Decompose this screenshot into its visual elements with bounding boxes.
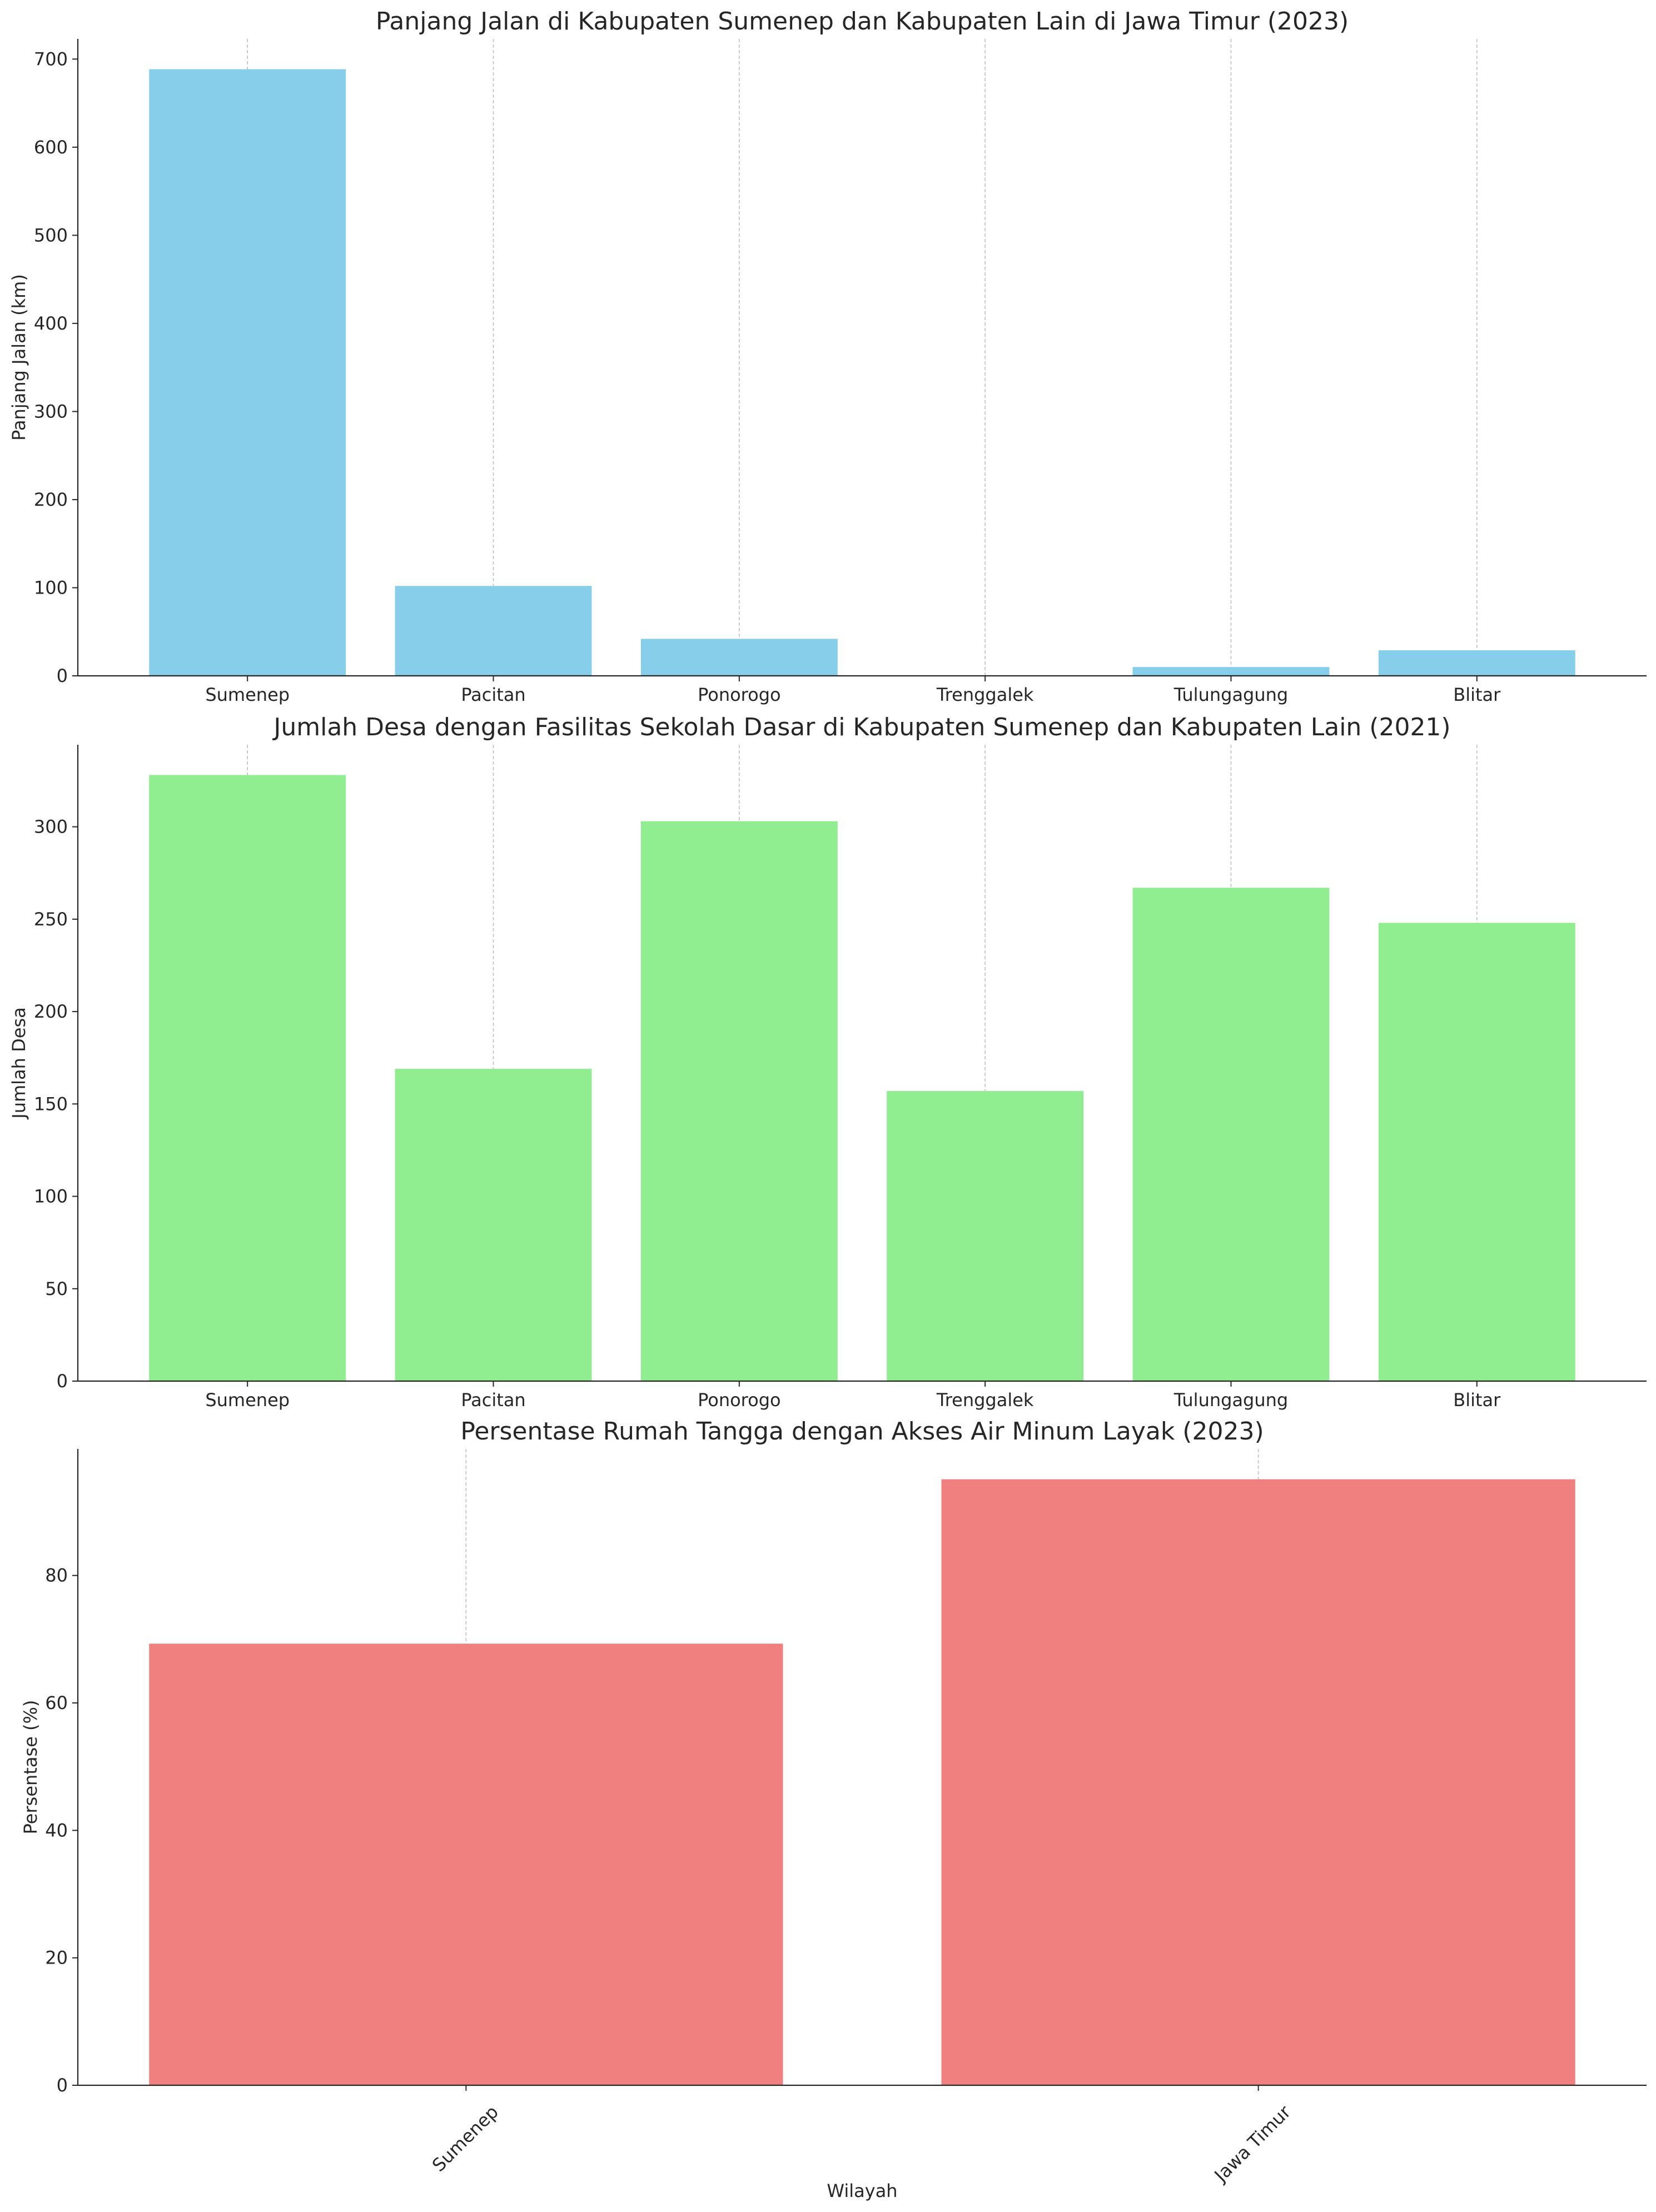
x-tick-label: Ponorogo [698,684,781,705]
y-tick-label: 60 [45,1692,68,1713]
x-tick-label: Trenggalek [936,1389,1034,1411]
x-tick-label: Pacitan [461,1389,525,1411]
bar-sumenep [149,1643,783,2085]
bar-blitar [1378,650,1575,676]
x-tick-label: Pacitan [461,684,525,705]
x-tick-label: Blitar [1453,684,1501,705]
y-tick-label: 700 [34,48,68,69]
y-tick-label: 100 [34,577,68,598]
x-tick-label: Jawa Timur [1210,2101,1295,2186]
bar-sumenep [149,775,346,1381]
x-tick-label: Sumenep [428,2101,503,2176]
y-tick-label: 0 [57,2075,68,2096]
y-axis-label: Persentase (%) [20,1700,41,1835]
bar-pacitan [395,1069,592,1381]
y-tick-label: 40 [45,1820,68,1841]
x-tick-label: Tulungagung [1173,684,1289,705]
x-axis-label: Wilayah [827,2180,897,2201]
y-tick-label: 250 [34,909,68,930]
chart-3: 0 20 40 60 80 Sumenep Jawa Timur Persentase Rum… [20,1417,1647,2201]
y-tick-label: 50 [45,1278,68,1299]
chart-2: 0 50 100 150 200 250 300 Sumenep Pacitan Ponorogo… [8,713,1647,1411]
y-tick-label: 400 [34,313,68,334]
bar-blitar [1378,923,1575,1381]
y-axis-label: Panjang Jalan (km) [8,274,29,441]
y-tick-label: 0 [57,665,68,686]
y-tick-label: 80 [45,1565,68,1586]
y-tick-label: 300 [34,816,68,838]
y-axis-label: Jumlah Desa [8,1007,29,1119]
bar-tulungagung [1132,667,1330,676]
x-tick-label: Sumenep [205,684,290,705]
bar-jawa-timur [941,1479,1575,2085]
x-tick-label: Tulungagung [1173,1389,1289,1411]
y-tick-label: 300 [34,401,68,422]
chart-title: Panjang Jalan di Kabupaten Sumenep dan K… [376,7,1349,36]
bar-ponorogo [640,821,838,1381]
y-tick-label: 100 [34,1186,68,1207]
y-tick-label: 0 [57,1371,68,1392]
y-tick-label: 20 [45,1947,68,1969]
chart-1: 0 100 200 300 400 500 600 700 Sumenep Pacitan Pono… [8,7,1647,705]
x-tick-label: Ponorogo [698,1389,781,1411]
y-tick-label: 200 [34,489,68,510]
bar-pacitan [395,586,592,676]
bar-tulungagung [1132,888,1330,1381]
chart-title: Persentase Rumah Tangga dengan Akses Air… [460,1417,1264,1446]
x-tick-label: Blitar [1453,1389,1501,1411]
x-tick-label: Sumenep [205,1389,290,1411]
bar-sumenep [149,69,346,676]
y-tick-label: 200 [34,1001,68,1022]
y-tick-label: 500 [34,225,68,246]
y-tick-label: 150 [34,1093,68,1114]
chart-title: Jumlah Desa dengan Fasilitas Sekolah Das… [272,713,1450,741]
y-tick-label: 600 [34,137,68,158]
x-tick-label: Trenggalek [936,684,1034,705]
bar-ponorogo [640,639,838,676]
bar-trenggalek [887,1091,1084,1381]
